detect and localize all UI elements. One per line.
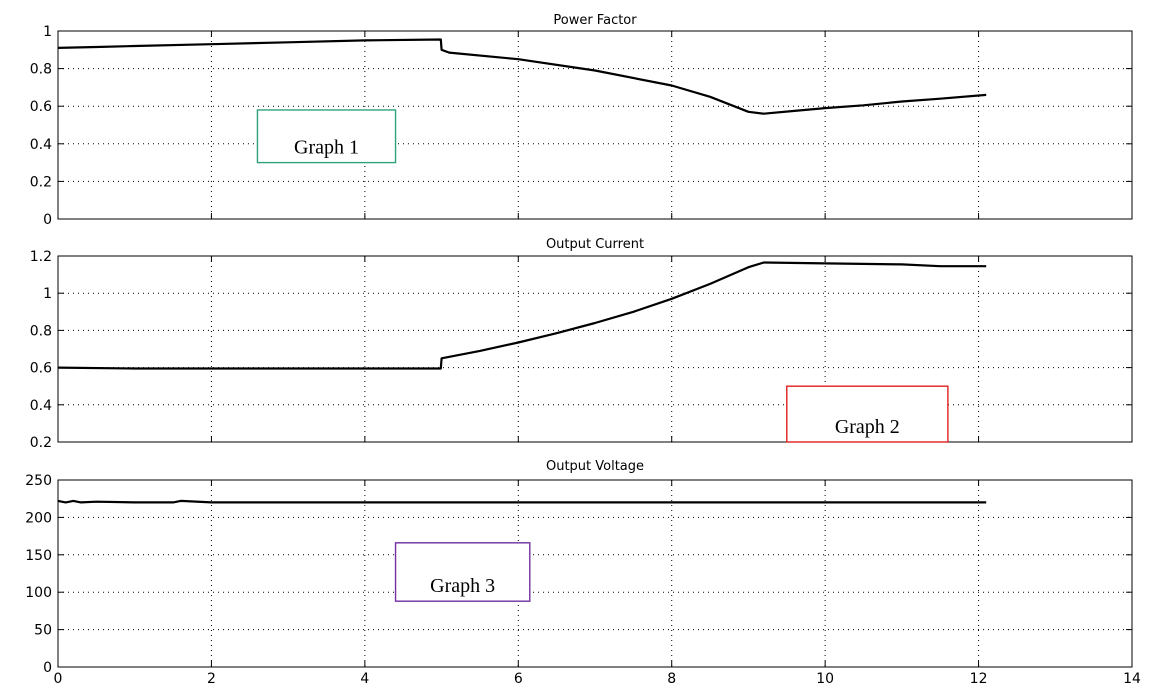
subplot-1: 0 0.2 0.4 0.6 0.8 1 Power Factor Graph 1 (30, 13, 1133, 228)
y-tick-label: 1 (43, 24, 52, 40)
y-tick-label: 0 (43, 212, 52, 228)
subplot-2: 0.2 0.4 0.6 0.8 1 1.2 Output Current Graph 2 (30, 237, 1133, 451)
annotation-label: Graph 1 (294, 137, 359, 159)
annotation-label: Graph 2 (835, 416, 900, 438)
axes-frame (57, 479, 1133, 668)
series-line (57, 499, 987, 504)
series-line (57, 38, 987, 115)
y-tick-label: 200 (25, 510, 52, 526)
y-tick-label: 1.2 (30, 249, 52, 265)
annotation-box (256, 109, 397, 164)
x-tick-label: 10 (816, 671, 834, 686)
annotation-label: Graph 3 (430, 575, 495, 597)
y-tick-label: 0.6 (30, 361, 52, 377)
axes-frame (57, 255, 1133, 443)
annotation-box (786, 385, 949, 443)
y-tick-label: 0.6 (30, 99, 52, 115)
y-tick-label: 100 (25, 585, 52, 601)
x-tick-label: 0 (54, 671, 63, 686)
panel-title: Power Factor (553, 13, 637, 28)
y-tick-label: 50 (34, 623, 52, 639)
y-tick-label: 0.2 (30, 174, 52, 190)
y-tick-label: 0.4 (30, 137, 52, 153)
x-tick-label: 14 (1123, 671, 1141, 686)
y-tick-label: 1 (43, 286, 52, 302)
y-tick-label: 0 (43, 660, 52, 676)
y-tick-label: 250 (25, 473, 52, 489)
x-tick-label: 2 (207, 671, 216, 686)
y-tick-label: 150 (25, 548, 52, 564)
y-tick-label: 0.8 (30, 323, 52, 339)
y-tick-label: 0.8 (30, 62, 52, 78)
annotation-box (394, 542, 531, 602)
subplot-3: 0 50 100 150 200 250 0 2 4 6 8 10 12 14 Output Voltage… (25, 459, 1141, 686)
y-tick-label: 0.4 (30, 398, 52, 414)
y-tick-label: 0.2 (30, 435, 52, 451)
axes-frame (57, 30, 1133, 220)
panel-title: Output Voltage (546, 459, 644, 474)
x-tick-label: 12 (970, 671, 988, 686)
panel-title: Output Current (546, 237, 644, 252)
series-line (57, 261, 987, 370)
x-tick-label: 4 (360, 671, 369, 686)
x-tick-label: 8 (667, 671, 676, 686)
x-tick-label: 6 (514, 671, 523, 686)
